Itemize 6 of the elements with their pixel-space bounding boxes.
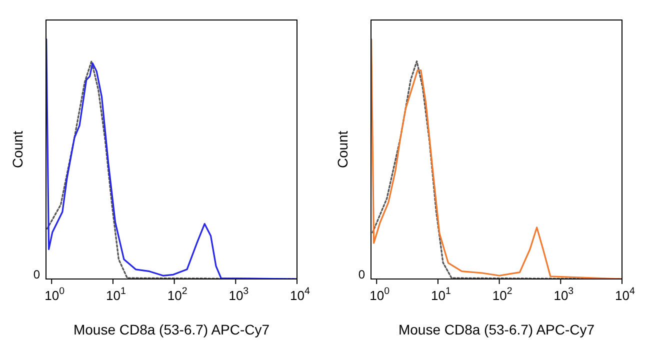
x-axis-title: Mouse CD8a (53-6.7) APC-Cy7 xyxy=(398,321,595,338)
y-axis-title: Count xyxy=(9,130,26,168)
x-axis-title: Mouse CD8a (53-6.7) APC-Cy7 xyxy=(73,321,270,338)
text: 0 xyxy=(33,267,40,282)
text: 0 xyxy=(358,267,366,282)
y-axis-title: Count xyxy=(334,130,350,168)
